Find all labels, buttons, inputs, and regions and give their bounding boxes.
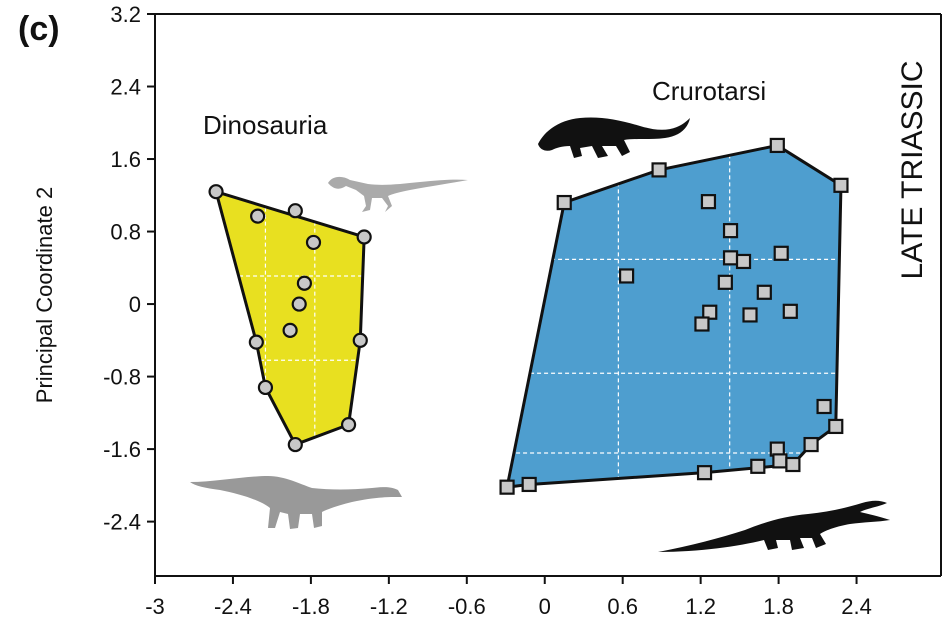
hull-gridlines — [216, 145, 841, 488]
data-point-dinosauria — [257, 379, 274, 396]
data-point-crurotarsi — [750, 458, 766, 474]
y-tick-label: 3.2 — [110, 2, 141, 27]
y-tick-label: 2.4 — [110, 75, 141, 100]
hull-fill-crurotarsi — [507, 145, 841, 488]
series-label-dinosauria: Dinosauria — [203, 110, 328, 140]
data-point-crurotarsi — [618, 268, 635, 284]
data-point-dinosauria — [340, 417, 357, 433]
data-point-dinosauria — [356, 229, 372, 245]
data-point-dinosauria — [352, 332, 368, 348]
data-point-crurotarsi — [556, 194, 572, 211]
hull-fills — [216, 145, 841, 488]
x-tick-label: 2.4 — [841, 594, 872, 619]
data-point-crurotarsi — [769, 137, 785, 154]
data-point-dinosauria — [250, 208, 266, 224]
panel-label: (c) — [18, 10, 60, 48]
x-tick-label: -0.6 — [448, 594, 486, 619]
x-tick-label: 1.2 — [685, 594, 716, 619]
data-point-dinosauria — [282, 322, 298, 338]
sauropodomorph-silhouette-icon — [190, 476, 402, 529]
data-point-crurotarsi — [702, 304, 718, 320]
data-point-crurotarsi — [833, 177, 849, 193]
data-point-crurotarsi — [816, 398, 832, 415]
x-tick-label: 0.6 — [607, 594, 638, 619]
data-point-crurotarsi — [722, 250, 739, 266]
data-point-crurotarsi — [785, 456, 801, 473]
data-point-crurotarsi — [772, 453, 788, 469]
y-tick-label: -2.4 — [103, 510, 141, 535]
data-point-crurotarsi — [499, 479, 515, 495]
x-tick-label: 0 — [539, 594, 551, 619]
small-theropod-silhouette-icon — [328, 176, 468, 212]
data-point-dinosauria — [287, 436, 303, 453]
data-point-crurotarsi — [700, 194, 717, 210]
y-tick-label: -0.8 — [103, 365, 141, 390]
y-ticks: 3.2 2.4 1.6 0.8 0 -0.8 -1.6 -2.4 — [103, 2, 155, 535]
x-ticks: -3 -2.4 -1.8 -1.2 -0.6 0 0.6 1.2 1.8 2.4 — [145, 576, 872, 619]
data-point-crurotarsi — [742, 307, 758, 323]
x-tick-label: -1.2 — [370, 594, 408, 619]
data-point-dinosauria — [287, 203, 303, 219]
hull-grid-crurotarsi — [507, 145, 841, 488]
data-point-dinosauria — [296, 275, 313, 291]
x-tick-label: -2.4 — [214, 594, 252, 619]
hull-outline-dinosauria — [214, 190, 366, 447]
y-tick-label: -1.6 — [103, 437, 141, 462]
data-point-dinosauria — [248, 334, 264, 350]
data-point-dinosauria — [291, 296, 307, 312]
y-tick-label: 0 — [129, 292, 141, 317]
x-tick-label: -3 — [145, 594, 165, 619]
data-point-dinosauria — [305, 234, 322, 251]
data-point-crurotarsi — [722, 223, 739, 239]
hull-fill-dinosauria — [216, 191, 365, 445]
y-tick-label: 0.8 — [110, 220, 141, 245]
aetosaur-silhouette-icon — [538, 117, 690, 158]
y-axis-label: Principal Coordinate 2 — [32, 187, 57, 403]
data-point-crurotarsi — [521, 476, 537, 493]
x-tick-label: -1.8 — [292, 594, 330, 619]
data-point-crurotarsi — [735, 253, 752, 270]
data-point-crurotarsi — [717, 274, 733, 290]
series-label-crurotarsi: Crurotarsi — [652, 76, 766, 106]
data-points — [208, 137, 849, 495]
x-tick-label: 1.8 — [763, 594, 794, 619]
data-point-crurotarsi — [782, 303, 798, 319]
period-label: LATE TRIASSIC — [896, 61, 929, 280]
data-point-crurotarsi — [828, 418, 844, 435]
data-point-dinosauria — [208, 184, 224, 200]
axes-frame — [154, 13, 942, 577]
data-point-crurotarsi — [696, 465, 713, 481]
y-tick-label: 1.6 — [110, 147, 141, 172]
data-point-crurotarsi — [694, 316, 710, 332]
data-point-crurotarsi — [651, 162, 667, 178]
data-point-crurotarsi — [756, 284, 772, 300]
data-point-crurotarsi — [803, 436, 819, 453]
phytosaur-silhouette-icon — [658, 500, 890, 552]
data-point-crurotarsi — [773, 245, 789, 261]
